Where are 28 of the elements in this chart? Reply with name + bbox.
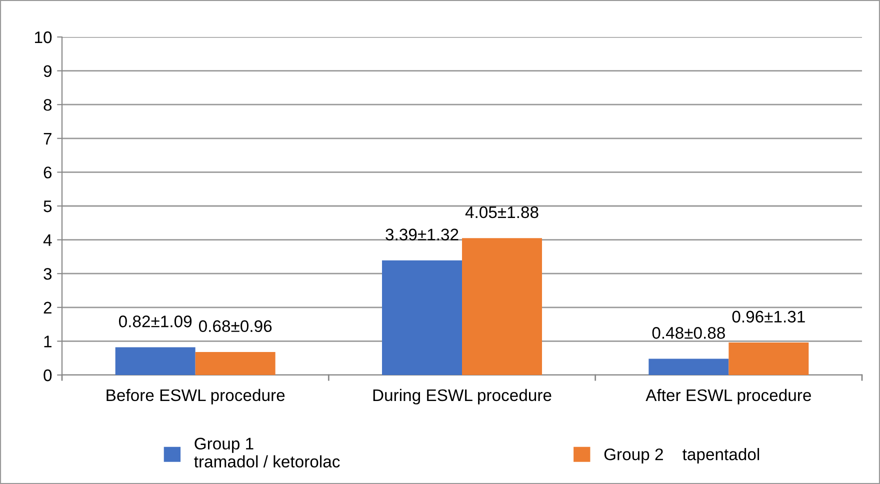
data-label: 0.48±0.88	[652, 327, 725, 339]
y-tick-label: 7	[44, 132, 52, 144]
x-tick-label: During ESWL procedure	[373, 388, 552, 404]
y-tick-label: 4	[43, 234, 52, 246]
y-tick-label: 10	[35, 31, 52, 44]
bar	[728, 342, 809, 375]
bar	[382, 260, 462, 375]
y-tick-label: 9	[44, 65, 52, 78]
y-tick-label: 2	[44, 302, 52, 314]
bar	[115, 347, 196, 375]
x-tick-label: Before ESWL procedure	[106, 388, 285, 404]
bar	[195, 352, 276, 375]
y-tick-label: 5	[44, 200, 52, 212]
bar	[648, 358, 729, 375]
y-tick-label: 1	[44, 336, 52, 348]
data-label: 0.68±0.96	[198, 320, 272, 332]
bar	[462, 238, 542, 375]
y-tick-label: 8	[44, 99, 52, 111]
data-label: 3.39±1.32	[386, 228, 458, 240]
x-tick-label: After ESWL procedure	[646, 388, 811, 404]
y-tick-label: 0	[44, 369, 52, 382]
data-label: 0.82±1.09	[118, 316, 192, 328]
y-tick-label: 3	[44, 268, 52, 280]
legend-label: Group 1 tramadol / ketorolac	[194, 438, 340, 468]
y-tick-label: 6	[44, 166, 52, 178]
legend-label: Group 2 tapentadol	[604, 448, 760, 464]
data-label: 0.96±1.31	[732, 310, 805, 323]
data-label: 4.05±1.88	[465, 206, 538, 218]
